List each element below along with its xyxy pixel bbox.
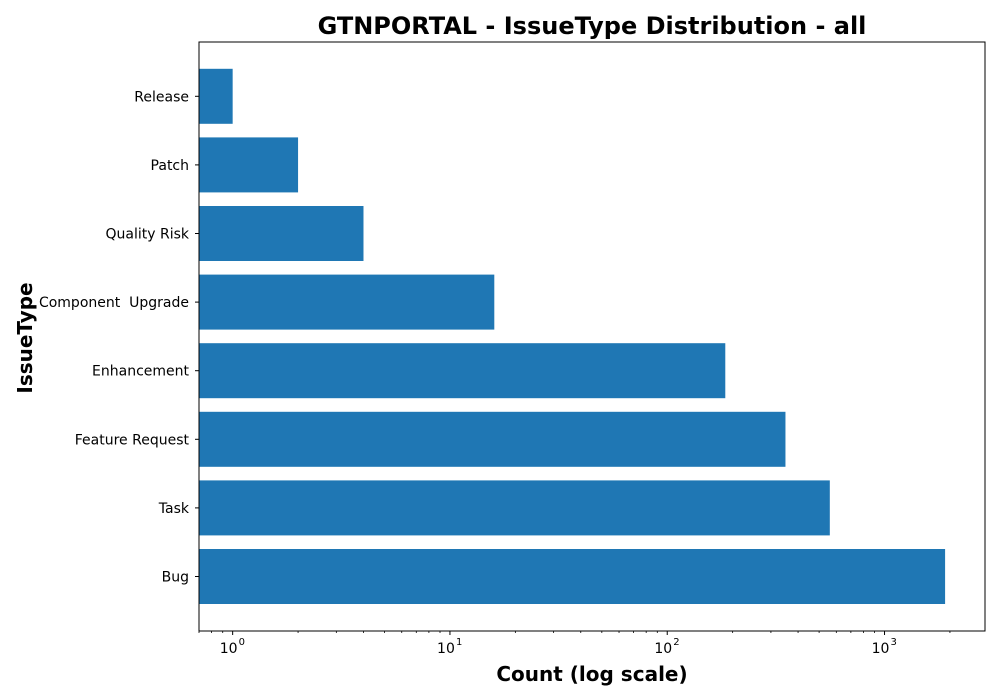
x-tick-label: 10 <box>654 641 672 657</box>
y-tick-label-task: Task <box>158 501 190 517</box>
y-tick-label-enhancement: Enhancement <box>92 364 189 380</box>
x-tick-label-exponent: 0 <box>239 637 245 648</box>
y-tick-label-release: Release <box>134 89 189 105</box>
y-tick-label-quality-risk: Quality Risk <box>106 227 190 243</box>
chart-title: GTNPORTAL - IssueType Distribution - all <box>318 12 867 40</box>
bar-feature-request <box>199 411 786 467</box>
bar-task <box>199 480 830 536</box>
bar-bug <box>199 549 946 604</box>
y-tick-label-bug: Bug <box>162 570 189 586</box>
plot-frame <box>198 41 986 632</box>
bar-patch <box>199 137 299 193</box>
x-tick-label: 10 <box>437 641 455 657</box>
y-tick-label-patch: Patch <box>151 158 189 174</box>
x-tick-label-exponent: 2 <box>673 637 679 648</box>
bars-layer <box>199 68 946 604</box>
x-tick-label-exponent: 1 <box>456 637 462 648</box>
x-axis: 10 0 10 1 10 2 10 3 <box>198 631 951 657</box>
x-tick-label: 10 <box>220 641 238 657</box>
bar-release <box>199 68 233 124</box>
bar-enhancement <box>199 343 726 399</box>
y-tick-label-component-upgrade: Component Upgrade <box>39 295 189 311</box>
y-axis-label: IssueType <box>13 282 37 393</box>
y-tick-label-feature-request: Feature Request <box>75 432 190 448</box>
x-tick-label-exponent: 3 <box>891 637 897 648</box>
bar-component-upgrade <box>199 274 495 330</box>
x-tick-label: 10 <box>872 641 890 657</box>
bar-quality-risk <box>199 206 364 261</box>
x-axis-label: Count (log scale) <box>496 662 687 686</box>
y-axis: Bug Task Feature Request Enhancement Compone… <box>39 89 199 586</box>
